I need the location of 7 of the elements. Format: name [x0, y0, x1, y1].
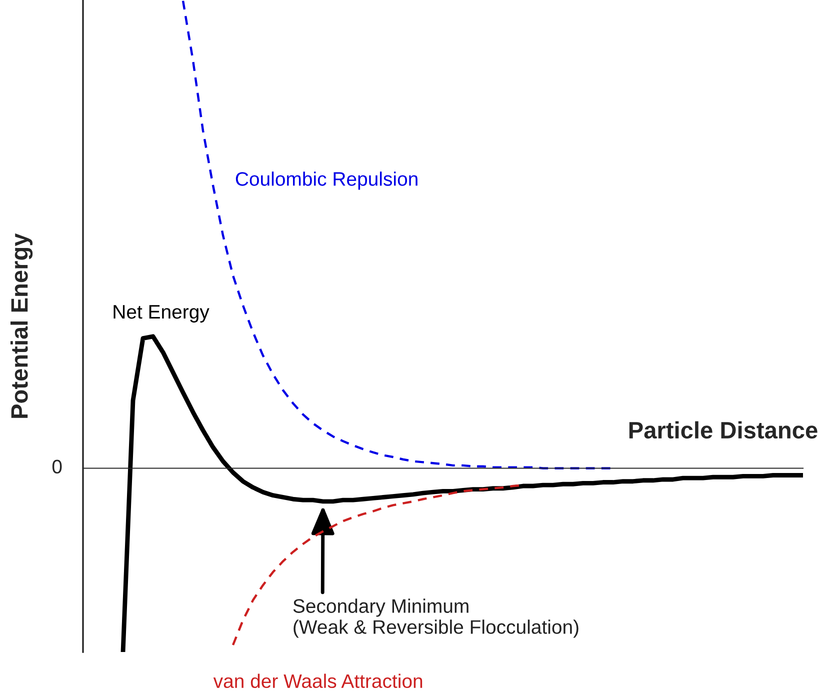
x-axis-title: Particle Distance [629, 421, 818, 439]
series-label: van der Waals Attraction [213, 674, 422, 688]
text: 0 [52, 460, 62, 474]
y-axis-title: Potential Energy [10, 233, 33, 418]
annotation: Secondary Minimum (Weak & Reversible Flocculation) [293, 598, 578, 638]
series-label: Coulombic Repulsion [236, 172, 418, 190]
series-label: Net Energy [114, 305, 210, 323]
